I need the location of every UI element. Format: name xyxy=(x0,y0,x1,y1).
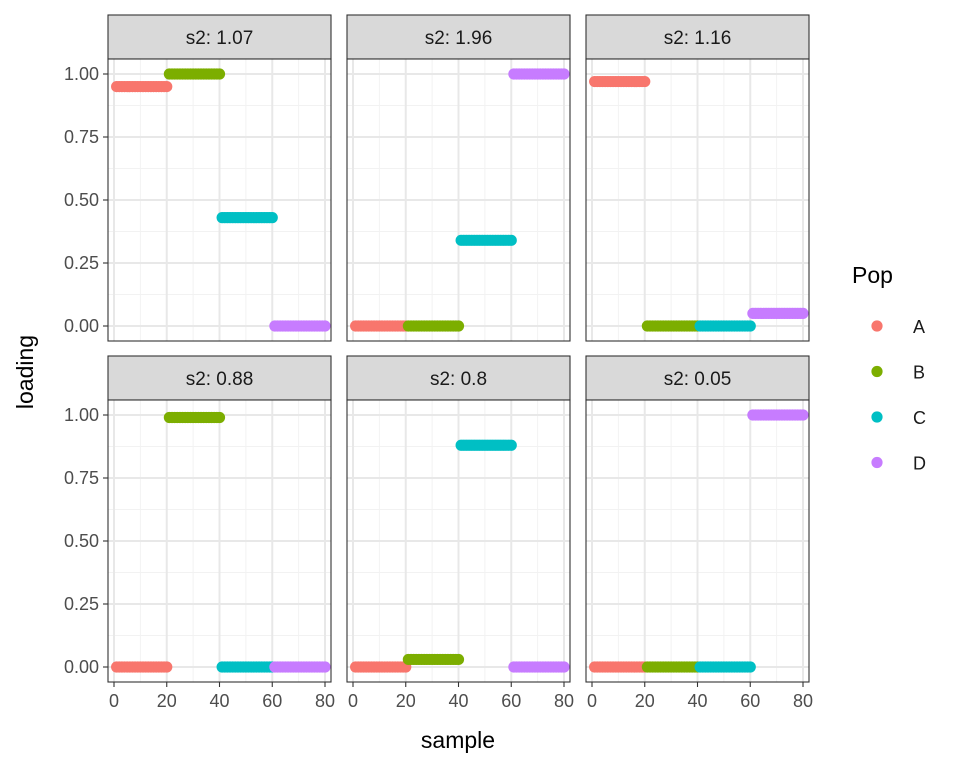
y-tick-label: 0.75 xyxy=(64,127,99,147)
data-point-b xyxy=(452,653,465,666)
x-tick-label: 80 xyxy=(554,691,574,711)
x-tick-label: 60 xyxy=(740,691,760,711)
x-tick-label: 20 xyxy=(157,691,177,711)
data-point-d xyxy=(797,307,809,319)
data-point-d xyxy=(797,409,809,421)
legend-label: D xyxy=(913,454,926,474)
facet-strip-label: s2: 1.96 xyxy=(425,28,493,49)
x-tick-label: 40 xyxy=(687,691,707,711)
y-axis-title: loading xyxy=(12,335,38,409)
facet-strip-label: s2: 0.88 xyxy=(186,369,254,390)
data-point-d xyxy=(558,661,570,673)
x-tick-label: 0 xyxy=(348,691,358,711)
y-tick-label: 0.50 xyxy=(64,190,99,210)
y-tick-label: 0.25 xyxy=(64,253,99,273)
panel-border xyxy=(346,58,571,342)
legend-key-a xyxy=(871,320,883,332)
data-point-c xyxy=(744,320,756,332)
facet-strip-label: s2: 0.8 xyxy=(430,369,487,390)
facet-panel: s2: 0.88 0.00 0.25 0.50 0.75 1.00 0 20 40 60 80 xyxy=(64,355,335,711)
facet-panel: s2: 0.05 0 20 40 60 80 xyxy=(585,355,813,711)
facet-strip xyxy=(346,14,571,60)
data-point-a xyxy=(639,75,651,88)
x-tick-label: 40 xyxy=(209,691,229,711)
data-point-d xyxy=(319,661,331,673)
facet-panel: s2: 1.16 xyxy=(585,14,810,342)
x-tick-label: 40 xyxy=(448,691,468,711)
x-tick-label: 0 xyxy=(587,691,597,711)
facet-strip xyxy=(107,355,332,401)
x-tick-label: 20 xyxy=(396,691,416,711)
data-point-b xyxy=(213,411,226,424)
legend-label: C xyxy=(913,408,926,428)
facet-strip xyxy=(107,14,332,60)
facet-strip xyxy=(346,355,571,401)
x-tick-label: 0 xyxy=(109,691,119,711)
y-tick-label: 0.00 xyxy=(64,657,99,677)
y-tick-label: 0.00 xyxy=(64,316,99,336)
legend-title: Pop xyxy=(852,262,893,288)
data-point-d xyxy=(558,68,570,80)
x-tick-label: 60 xyxy=(501,691,521,711)
data-point-b xyxy=(452,320,465,332)
facet-panel: s2: 1.96 xyxy=(346,14,571,342)
x-tick-label: 80 xyxy=(315,691,335,711)
facet-strip-label: s2: 1.16 xyxy=(664,28,732,49)
panel-border xyxy=(585,58,810,342)
data-point-c xyxy=(266,212,278,224)
data-point-a xyxy=(161,81,173,93)
facet-panel: s2: 1.07 0.00 0.25 0.50 0.75 1.00 xyxy=(64,14,332,342)
x-axis-title: sample xyxy=(421,727,495,753)
data-point-c xyxy=(744,661,756,673)
facet-panel: s2: 0.8 0 20 40 60 80 xyxy=(346,355,574,711)
x-tick-label: 60 xyxy=(262,691,282,711)
y-tick-label: 0.50 xyxy=(64,531,99,551)
legend-key-b xyxy=(871,365,883,378)
y-tick-label: 0.25 xyxy=(64,594,99,614)
y-tick-label: 0.75 xyxy=(64,468,99,488)
facet-strip xyxy=(585,355,810,401)
legend-label: A xyxy=(913,317,925,337)
data-point-c xyxy=(505,439,517,451)
data-point-b xyxy=(213,68,226,80)
facet-strip-label: s2: 1.07 xyxy=(186,28,254,49)
data-point-d xyxy=(319,320,331,332)
x-tick-label: 20 xyxy=(635,691,655,711)
data-point-c xyxy=(505,234,517,246)
facet-strip-label: s2: 0.05 xyxy=(664,369,732,390)
legend: A B C D xyxy=(871,317,926,474)
y-tick-label: 1.00 xyxy=(64,405,99,425)
y-tick-label: 1.00 xyxy=(64,64,99,84)
x-tick-label: 80 xyxy=(793,691,813,711)
legend-label: B xyxy=(913,363,925,383)
legend-key-d xyxy=(871,456,883,469)
facet-strip xyxy=(585,14,810,60)
data-point-a xyxy=(161,661,173,673)
legend-key-c xyxy=(871,411,883,423)
